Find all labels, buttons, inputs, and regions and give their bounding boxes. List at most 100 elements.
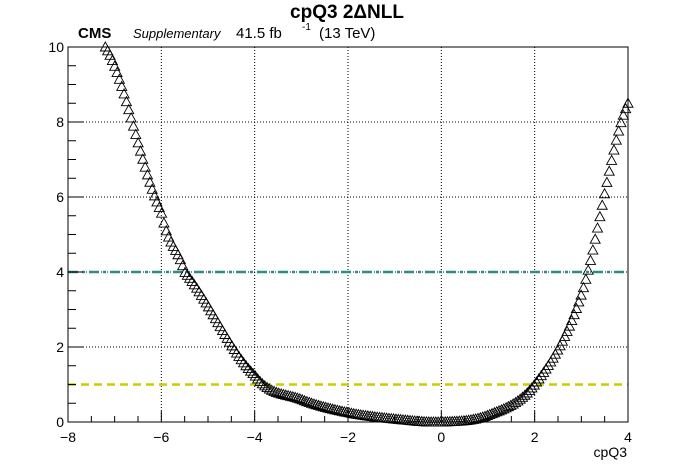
data-point: [558, 330, 571, 341]
data-point: [268, 385, 280, 396]
data-point: [237, 356, 250, 368]
x-axis-label: cpQ3: [594, 444, 628, 460]
data-point: [242, 362, 255, 373]
data-point: [181, 269, 194, 280]
data-point: [577, 281, 590, 293]
data-point: [108, 60, 121, 71]
data-point: [298, 394, 311, 406]
data-point: [594, 210, 606, 222]
data-point: [612, 125, 625, 136]
data-point: [289, 391, 301, 402]
energy-label: (13 TeV): [319, 25, 375, 42]
data-point: [235, 353, 248, 365]
x-tick-label: −4: [247, 429, 263, 445]
data-point: [148, 189, 161, 201]
data-point: [291, 392, 304, 403]
data-point: [160, 224, 173, 236]
data-point: [521, 387, 533, 398]
data-point: [530, 376, 543, 387]
data-point: [254, 375, 266, 386]
data-point: [247, 367, 259, 378]
data-point: [132, 136, 144, 148]
lumi-label: 41.5 fb: [236, 25, 282, 42]
data-point: [580, 273, 592, 284]
data-point: [582, 264, 594, 275]
data-point: [270, 386, 283, 397]
data-point: [587, 244, 599, 255]
data-point: [120, 95, 133, 107]
data-point: [296, 393, 308, 405]
data-point: [598, 187, 611, 199]
data-point: [528, 379, 541, 390]
y-tick-label: 2: [56, 339, 64, 355]
data-point: [605, 154, 618, 165]
data-point: [608, 144, 620, 155]
data-point: [265, 384, 278, 395]
data-point: [509, 396, 522, 407]
y-tick-label: 6: [56, 189, 64, 205]
x-tick-label: 0: [437, 429, 445, 445]
data-point: [305, 397, 318, 408]
data-point: [514, 393, 526, 404]
data-point: [523, 384, 536, 396]
data-point: [570, 302, 583, 313]
data-point: [303, 396, 316, 407]
y-tick-label: 10: [48, 39, 64, 55]
data-point: [603, 165, 616, 176]
x-tick-label: −2: [340, 429, 356, 445]
data-point: [476, 411, 489, 422]
data-point: [146, 183, 158, 194]
data-point: [615, 116, 627, 128]
data-point: [113, 73, 126, 84]
data-point: [596, 199, 608, 210]
data-point: [174, 253, 187, 265]
data-point: [118, 88, 130, 99]
data-point: [258, 379, 271, 391]
y-tick-label: 0: [56, 414, 64, 430]
y-tick-label: 8: [56, 114, 64, 130]
data-point: [563, 320, 576, 331]
x-tick-label: 2: [531, 429, 539, 445]
data-point: [565, 314, 578, 325]
data-point: [179, 266, 191, 277]
data-point: [584, 254, 597, 265]
axes: −8 −6 −4 −2 0 2 4 0 2 4 6 8 10: [48, 39, 632, 445]
data-point: [589, 233, 601, 244]
data-point: [134, 145, 147, 156]
data-point: [261, 381, 273, 392]
data-point: [141, 168, 154, 180]
data-point: [591, 222, 604, 233]
x-tick-label: 4: [624, 429, 632, 445]
data-point: [106, 54, 119, 65]
data-point: [125, 111, 137, 123]
data-point: [294, 393, 306, 404]
data-point: [240, 359, 252, 371]
data-point: [512, 395, 524, 406]
data-point: [601, 176, 613, 187]
data-point: [535, 369, 548, 381]
data-point: [263, 383, 276, 394]
data-point: [176, 259, 189, 271]
data-point: [233, 350, 245, 361]
grid: [68, 47, 628, 422]
data-point: [158, 217, 170, 228]
cms-label: CMS: [78, 25, 111, 42]
data-point: [137, 153, 149, 164]
data-point: [127, 120, 140, 131]
data-point: [533, 372, 545, 384]
data-point: [249, 370, 262, 381]
data-point: [256, 377, 269, 389]
data-point: [139, 161, 151, 172]
data-point: [244, 365, 257, 376]
supplementary-label: Supplementary: [133, 26, 222, 41]
data-point: [155, 207, 168, 218]
data-point: [469, 413, 482, 424]
data-point: [573, 296, 585, 307]
data-point: [610, 134, 623, 145]
data-point: [561, 325, 573, 336]
data-point: [467, 413, 480, 424]
x-tick-label: −8: [60, 429, 76, 445]
data-point: [144, 176, 156, 187]
data-points: [99, 41, 634, 427]
data-point: [526, 381, 538, 393]
